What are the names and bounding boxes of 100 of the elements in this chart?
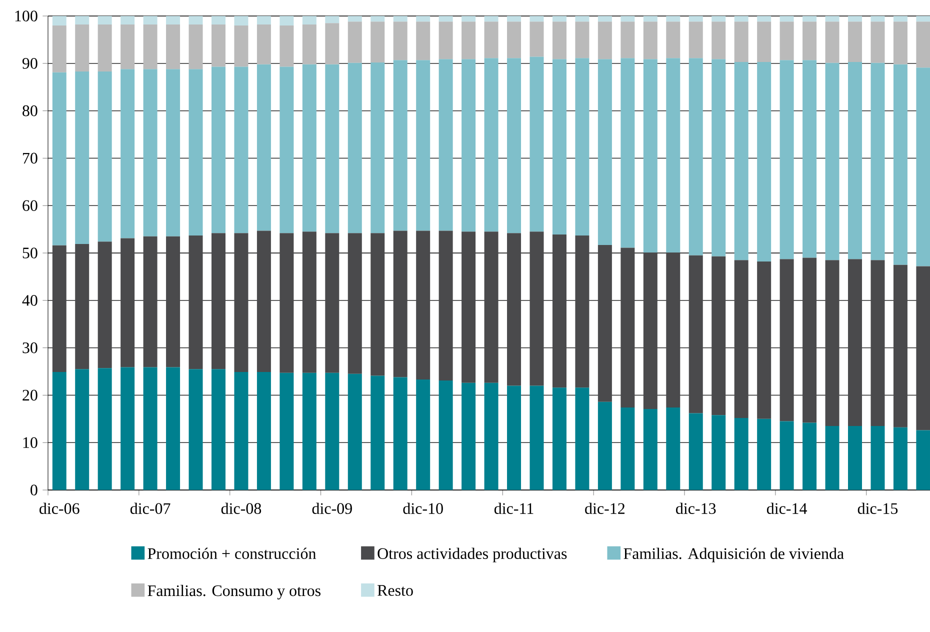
bar: [256, 372, 271, 490]
bar: [325, 16, 340, 24]
bar: [256, 230, 271, 372]
x-tick-label: dic-15: [858, 502, 898, 514]
bar: [552, 22, 566, 60]
bar: [802, 258, 817, 423]
y-tick-label: 10: [23, 437, 38, 448]
bar: [530, 386, 544, 490]
bar: [75, 71, 90, 244]
bar: [848, 426, 862, 490]
bar: [234, 16, 248, 26]
bar: [848, 16, 862, 22]
bar: [893, 22, 908, 64]
bar: [802, 60, 817, 258]
bar: [438, 59, 453, 231]
bar: [643, 16, 658, 22]
bar: [234, 372, 248, 490]
bar: [598, 22, 612, 60]
bar: [484, 16, 498, 22]
x-tick-label: dic-09: [312, 502, 352, 514]
bar: [780, 16, 794, 22]
bar: [143, 236, 158, 368]
bar: [848, 22, 862, 62]
bar: [120, 24, 135, 70]
y-tick-label: 80: [22, 105, 38, 116]
bar: [462, 22, 476, 60]
bar: [666, 22, 680, 58]
bar: [688, 58, 703, 256]
bar: [438, 380, 453, 490]
bar: [393, 60, 408, 231]
bar: [462, 382, 476, 490]
bar: [757, 418, 772, 490]
bar: [575, 388, 590, 490]
bar: [438, 22, 453, 60]
bar: [370, 16, 385, 22]
bar: [484, 58, 498, 232]
y-tick-label: 20: [22, 390, 38, 401]
bar: [256, 16, 271, 25]
bar: [530, 56, 544, 232]
bar: [393, 16, 408, 22]
bar: [211, 369, 226, 490]
bar: [143, 24, 158, 70]
bar: [98, 24, 112, 72]
bar: [416, 60, 430, 231]
bar: [166, 16, 180, 25]
bar: [348, 374, 362, 490]
bar: [757, 62, 772, 262]
bar: [780, 22, 794, 60]
bar: [825, 62, 840, 260]
bar: [52, 372, 66, 490]
bar: [598, 244, 612, 402]
bar: [598, 16, 612, 22]
bar: [825, 22, 840, 63]
bar: [98, 16, 112, 25]
bar: [620, 58, 635, 248]
bar: [234, 66, 248, 234]
bar: [848, 259, 862, 426]
bar: [757, 262, 772, 419]
bar: [211, 233, 226, 370]
bar: [870, 22, 885, 63]
bar: [530, 22, 544, 57]
bar: [666, 252, 680, 408]
bar: [416, 230, 430, 380]
x-tick-label: dic-14: [766, 502, 808, 514]
bar: [188, 369, 203, 490]
x-tick-label: dic-12: [585, 502, 624, 514]
bar: [575, 22, 590, 58]
bar: [712, 415, 726, 490]
bar: [143, 367, 158, 490]
bar: [120, 69, 135, 238]
bar: [280, 372, 294, 490]
bar: [211, 24, 226, 67]
bar: [234, 25, 248, 67]
y-tick-label: 40: [22, 295, 38, 306]
bar: [348, 22, 362, 63]
bar: [643, 408, 658, 490]
bar: [734, 22, 748, 62]
bar: [393, 230, 408, 378]
legend-label: Promoción + construcción: [148, 548, 316, 560]
bar: [143, 16, 158, 25]
bar: [620, 16, 635, 22]
bar: [643, 252, 658, 409]
bar: [348, 233, 362, 374]
bar: [870, 16, 885, 22]
bar: [75, 16, 90, 25]
bar: [916, 266, 930, 430]
bar: [348, 16, 362, 22]
bar: [370, 376, 385, 490]
bar: [688, 22, 703, 58]
bar: [712, 22, 726, 60]
bar: [598, 59, 612, 245]
bar: [552, 388, 566, 490]
bar: [643, 22, 658, 60]
bar: [757, 22, 772, 62]
bar: [234, 233, 248, 372]
legend-label: Familias. Adquisición de vivienda: [624, 548, 844, 562]
bar: [75, 24, 90, 72]
bar: [416, 22, 430, 60]
bar: [98, 71, 112, 242]
bar: [484, 22, 498, 58]
